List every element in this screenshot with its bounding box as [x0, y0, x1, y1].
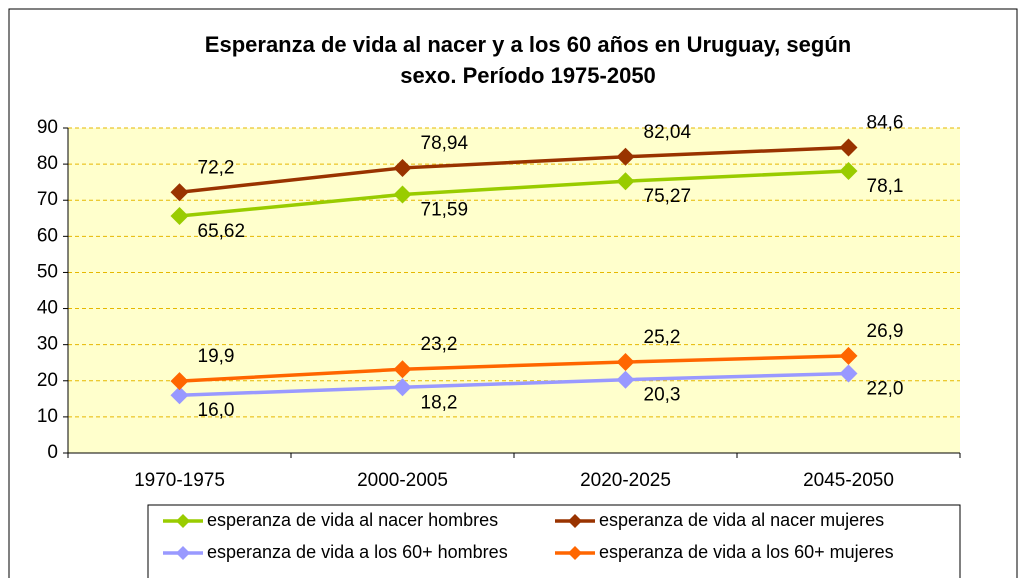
point-marker [839, 346, 858, 365]
y-tick-label: 30 [37, 334, 58, 355]
point-marker [616, 172, 635, 191]
point-marker [170, 183, 189, 202]
data-label: 82,04 [644, 122, 692, 143]
y-tick-label: 40 [37, 298, 58, 319]
legend-box [147, 504, 961, 578]
data-label: 84,6 [867, 113, 904, 134]
point-marker [616, 147, 635, 166]
x-tick-label: 2045-2050 [803, 470, 894, 491]
data-label: 72,2 [198, 157, 235, 178]
data-label: 65,62 [198, 221, 246, 242]
y-tick-label: 20 [37, 370, 58, 391]
legend-marker [568, 514, 582, 528]
data-label: 71,59 [421, 199, 469, 220]
data-label: 22,0 [867, 379, 904, 400]
legend-label: esperanza de vida a los 60+ hombres [207, 542, 508, 562]
point-marker [170, 386, 189, 405]
point-marker [616, 353, 635, 371]
legend-marker [568, 546, 582, 560]
point-marker [393, 185, 412, 204]
chart-title: Esperanza de vida al nacer y a los 60 añ… [205, 32, 851, 88]
data-label: 25,2 [644, 327, 681, 348]
point-marker [393, 158, 412, 177]
point-marker [616, 370, 635, 389]
data-label: 20,3 [644, 385, 681, 406]
y-tick-label: 50 [37, 261, 58, 282]
point-marker [393, 378, 412, 397]
y-tick-label: 0 [47, 442, 58, 463]
data-label: 75,27 [644, 186, 692, 207]
x-tick-label: 1970-1975 [134, 470, 225, 491]
x-tick-label: 2000-2005 [357, 470, 448, 491]
y-tick-label: 60 [37, 225, 58, 246]
point-marker [839, 161, 858, 180]
y-tick-label: 70 [37, 189, 58, 210]
data-label: 78,1 [867, 176, 904, 197]
series-line [179, 145, 849, 195]
point-marker [170, 207, 189, 226]
data-label: 16,0 [198, 400, 235, 421]
series-line [179, 371, 849, 397]
legend-label: esperanza de vida a los 60+ mujeres [599, 542, 894, 562]
series-line [179, 169, 849, 218]
plot-area [68, 128, 960, 453]
point-marker [839, 138, 858, 157]
data-label: 78,94 [421, 133, 469, 154]
legend-marker [176, 514, 190, 528]
data-label: 23,2 [421, 334, 458, 355]
x-tick-label: 2020-2025 [580, 470, 671, 491]
data-label: 19,9 [198, 346, 235, 367]
y-tick-label: 10 [37, 406, 58, 427]
point-marker [170, 372, 189, 391]
legend-label: esperanza de vida al nacer hombres [207, 510, 498, 530]
legend-label: esperanza de vida al nacer mujeres [599, 510, 884, 530]
legend-marker [176, 546, 190, 560]
series-line [179, 354, 849, 383]
data-label: 18,2 [421, 392, 458, 413]
point-marker [839, 364, 858, 383]
y-tick-label: 80 [37, 153, 58, 174]
point-marker [393, 360, 412, 379]
y-tick-label: 90 [37, 117, 58, 138]
data-label: 26,9 [867, 321, 904, 342]
